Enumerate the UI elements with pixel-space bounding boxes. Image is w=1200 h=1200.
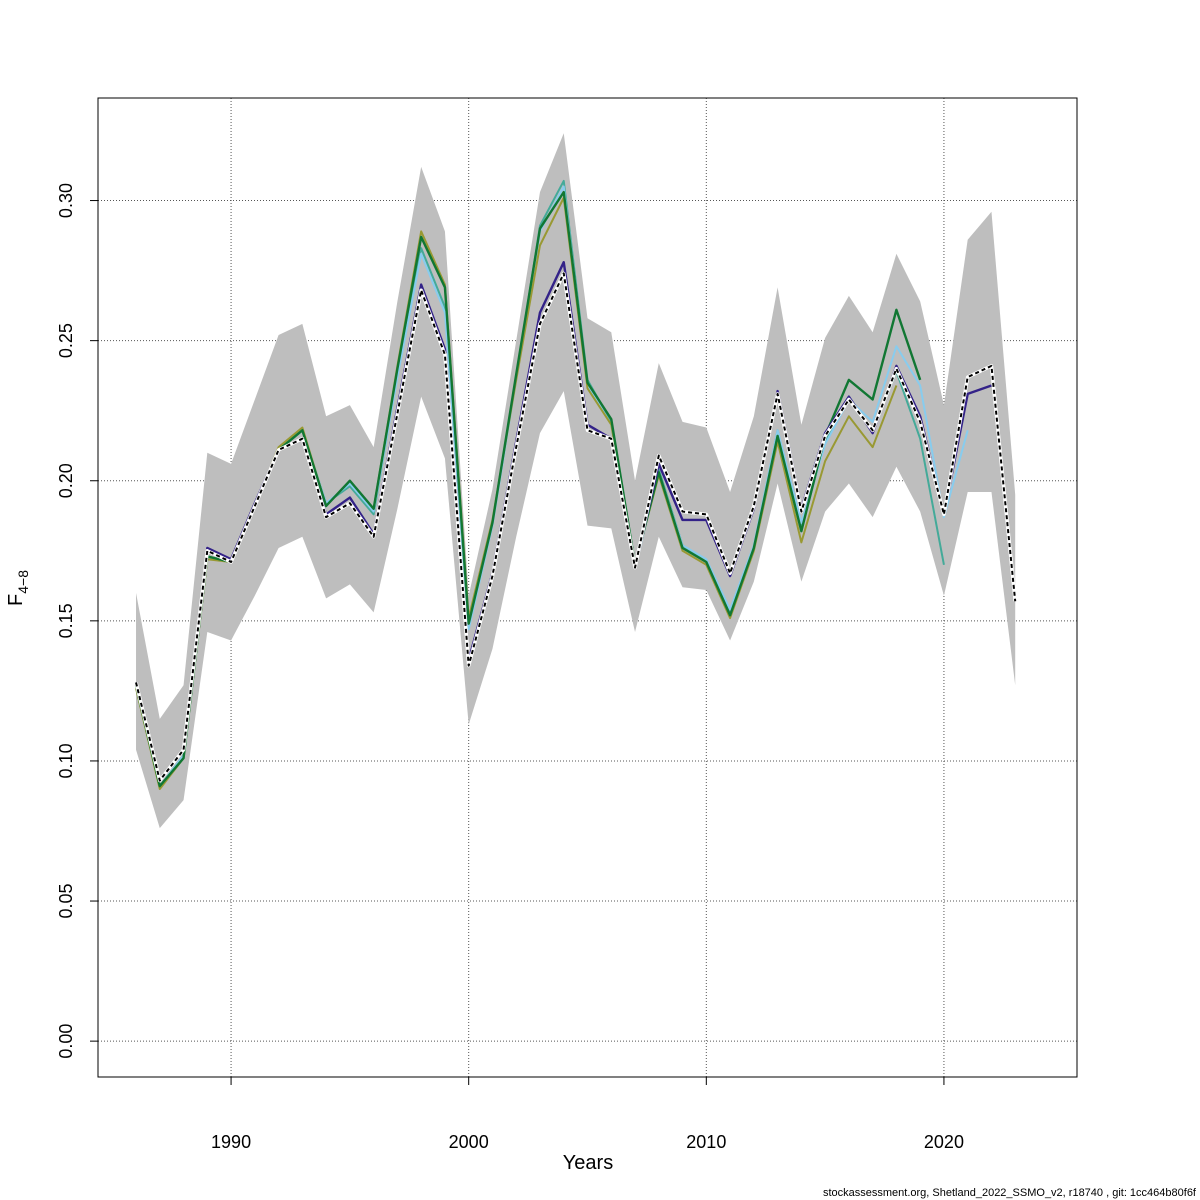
- x-tick-label-1: 2000: [449, 1132, 489, 1152]
- y-axis-title-sub: 4−8: [15, 570, 31, 594]
- x-tick-label-0: 1990: [211, 1132, 251, 1152]
- y-tick-label-5: 0.25: [56, 323, 76, 358]
- y-axis-title-main: F: [5, 594, 27, 606]
- y-tick-label-2: 0.10: [56, 743, 76, 778]
- svg-text:F4−8: F4−8: [5, 570, 31, 606]
- x-axis-title: Years: [563, 1152, 613, 1174]
- y-tick-label-1: 0.05: [56, 884, 76, 919]
- footer-credit: stockassessment.org, Shetland_2022_SSMO_…: [823, 1187, 1197, 1199]
- x-tick-label-3: 2020: [924, 1132, 964, 1152]
- plot-frame: [97, 97, 1078, 1078]
- series-lines: [134, 179, 1017, 790]
- series-line-6: [135, 272, 1017, 782]
- x-axis: 1990 2000 2010 2020: [211, 1077, 964, 1152]
- y-axis: 0.00 0.05 0.10 0.15 0.20 0.25 0.30: [56, 183, 98, 1059]
- y-axis-title: F4−8: [5, 570, 31, 606]
- y-tick-label-0: 0.00: [56, 1024, 76, 1059]
- y-tick-label-6: 0.30: [56, 183, 76, 218]
- x-tick-label-2: 2010: [686, 1132, 726, 1152]
- y-tick-label-4: 0.20: [56, 463, 76, 498]
- y-tick-label-3: 0.15: [56, 603, 76, 638]
